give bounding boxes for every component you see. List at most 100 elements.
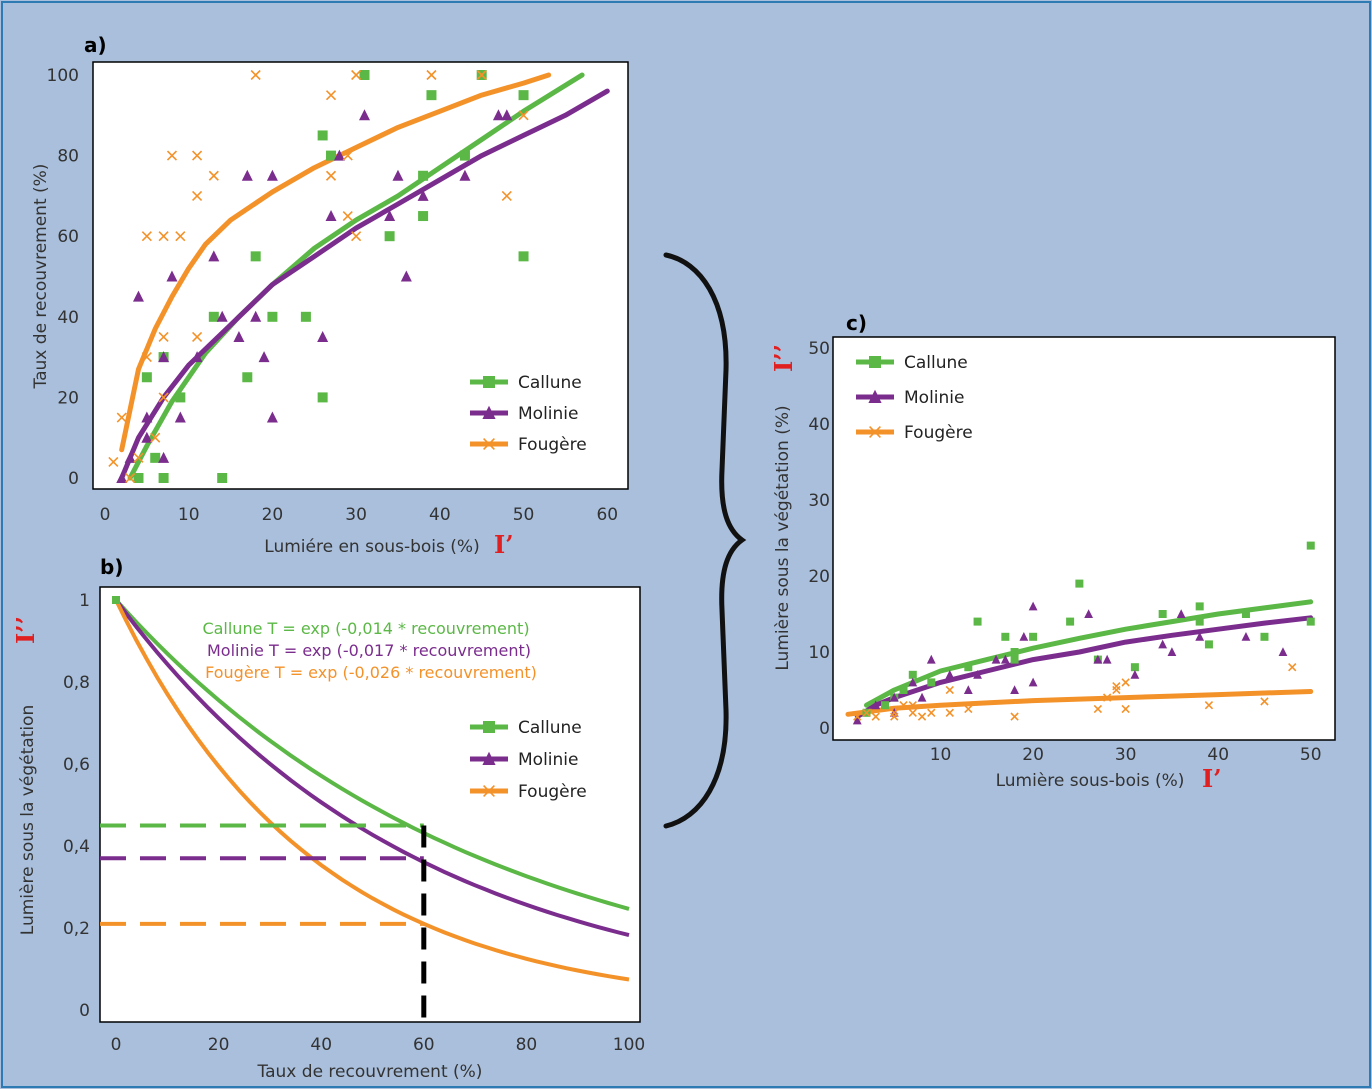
panel-a-point-fougere (192, 190, 203, 201)
panel-c-y-axis-label: Lumière sous la végétation (%) (773, 405, 793, 670)
panel-a-legend-marker-callune (483, 376, 495, 388)
panel-c-point-fougere (1204, 701, 1214, 710)
panel-a-legend-label-molinie: Molinie (518, 404, 578, 424)
panel-a-y-tick-label: 40 (57, 308, 79, 328)
panel-c-point-callune (973, 617, 982, 626)
panel-c-point-callune (1158, 610, 1167, 618)
panel-a-point-fougere (108, 456, 119, 467)
panel-a-x-tick-label: 60 (596, 505, 618, 525)
panel-a-point-fougere (325, 90, 337, 101)
panel-a-point-callune (326, 150, 337, 161)
panel-a-x-axis-label: Lumiére en sous-bois (%) (264, 537, 479, 557)
panel-c-point-fougere (945, 685, 954, 695)
panel-c-y-tick-label: 40 (808, 415, 830, 435)
panel-c-point-molinie (1093, 654, 1103, 664)
panel-c-point-callune (1130, 663, 1139, 672)
panel-a-point-molinie (233, 330, 245, 342)
panel-c-point-fougere (964, 704, 973, 714)
panel-a-point-molinie (158, 451, 170, 463)
panel-a-x-mark: I’ (494, 530, 514, 559)
panel-c-point-molinie (1195, 632, 1205, 641)
panel-a-point-molinie (417, 189, 429, 201)
panel-a: a) 0 20 40 60 80 100 0 10 20 30 40 50 60 Callune Moli… (31, 33, 629, 559)
panel-c-x-axis-label: Lumière sous-bois (%) (996, 771, 1185, 791)
panel-c-point-callune (1306, 541, 1315, 550)
panel-c-y-tick-label: 30 (808, 491, 830, 511)
panel-c-legend-label-molinie: Molinie (904, 388, 964, 408)
panel-a-point-molinie (325, 210, 337, 222)
panel-a-point-molinie (158, 351, 170, 363)
panel-c-point-fougere (1260, 697, 1269, 706)
panel-c-point-molinie (889, 692, 899, 702)
panel-a-point-molinie (166, 270, 178, 282)
panel-c-y-tick-label: 0 (819, 719, 830, 739)
panel-a-legend-label-callune: Callune (518, 373, 582, 393)
panel-a-point-callune (217, 473, 228, 483)
panel-c-point-fougere (1102, 693, 1112, 702)
panel-b-y-tick-label: 0 (79, 1001, 90, 1021)
panel-a-point-molinie (333, 149, 345, 161)
panel-c-y-mark: I’’ (769, 344, 798, 372)
panel-a-y-tick-label: 20 (57, 388, 79, 408)
panel-c-point-molinie (926, 654, 936, 664)
panel-a-x-tick-label: 0 (100, 505, 111, 525)
panel-b-x-tick-label: 60 (413, 1035, 435, 1055)
panel-a-fit-line-callune (127, 72, 585, 481)
panel-c-point-molinie (1000, 654, 1010, 664)
panel-b-y-tick-label: 0,8 (63, 673, 90, 693)
panel-a-point-fougere (175, 231, 186, 242)
panel-a-point-fougere (351, 231, 362, 242)
panel-a-point-callune (459, 150, 470, 161)
panel-c-point-fougere (1112, 682, 1121, 691)
panel-a-point-molinie (392, 169, 404, 181)
panel-c-point-molinie (1278, 647, 1288, 656)
panel-a-point-fougere (158, 231, 169, 242)
panel-c-x-tick-label: 10 (930, 745, 952, 765)
panel-c-point-molinie (1084, 609, 1094, 618)
panel-a-point-molinie (492, 109, 504, 121)
panel-c-point-callune (881, 701, 890, 710)
panel-a-point-callune (133, 473, 144, 483)
panel-b-x-tick-label: 20 (208, 1035, 230, 1055)
panel-c-point-molinie (1028, 601, 1038, 611)
panel-b-x-tick-label: 100 (613, 1035, 645, 1055)
panel-c-point-callune (1241, 610, 1250, 618)
panel-a-point-callune (359, 70, 370, 80)
panel-c-x-tick-label: 20 (1022, 745, 1044, 765)
panel-b-x-tick-label: 80 (516, 1035, 538, 1055)
panel-c-point-callune (1001, 632, 1010, 641)
panel-c-point-molinie (1158, 639, 1168, 649)
panel-b-y-axis-label: Lumière sous la végétation (18, 705, 38, 935)
panel-a-point-molinie (400, 270, 412, 282)
panel-c-x-tick-label: 40 (1207, 745, 1229, 765)
panel-c-point-fougere (908, 701, 917, 710)
panel-c-point-fougere (890, 712, 899, 721)
panel-a-point-fougere (342, 210, 353, 222)
panel-b-legend-marker-callune (483, 721, 495, 733)
panel-c-point-molinie (1167, 647, 1177, 656)
panel-a-point-fougere (426, 69, 437, 81)
panel-b-y-tick-label: 0,2 (63, 919, 90, 939)
panel-c-point-molinie (1102, 654, 1112, 664)
panel-c-point-molinie (991, 654, 1001, 664)
panel-a-legend-label-fougere: Fougère (518, 435, 587, 455)
panel-a-point-callune (418, 211, 429, 222)
panel-c-point-molinie (871, 700, 881, 710)
panel-a-point-molinie (266, 169, 278, 181)
panel-a-fit-line-fougere (119, 72, 552, 453)
panel-b-legend-marker-molinie (482, 751, 496, 765)
panel-a-point-fougere (158, 392, 169, 403)
panel-b-curve-fougere (114, 599, 630, 982)
panel-a-point-molinie (216, 310, 228, 322)
panel-c-point-fougere (945, 708, 954, 717)
panel-b-curve-callune (114, 598, 630, 911)
panel-a-point-molinie (258, 351, 270, 363)
panel-c-point-fougere (1121, 704, 1130, 714)
panel-a-point-callune (175, 392, 186, 403)
panel-b-y-tick-label: 0,6 (63, 755, 90, 775)
panel-b-legend-label-molinie: Molinie (518, 750, 578, 770)
panel-c-point-molinie (1176, 609, 1186, 618)
panel-b-origin-point (112, 596, 120, 604)
panel-c-point-molinie (852, 715, 862, 725)
panel-b-curve-molinie (114, 598, 630, 938)
